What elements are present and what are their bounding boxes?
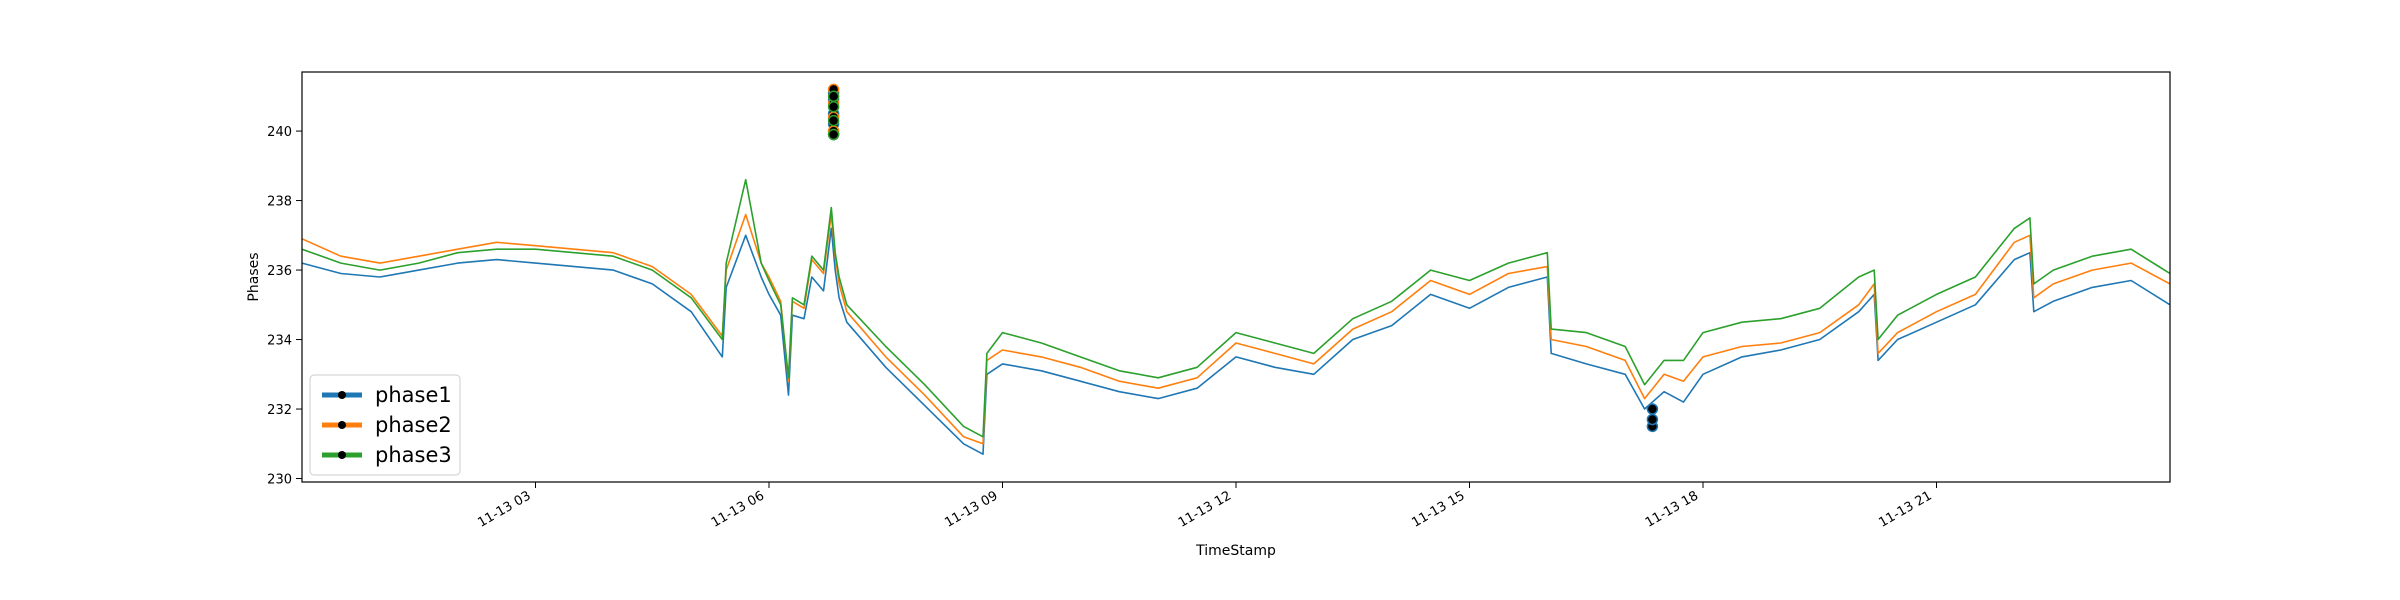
x-tick-label: 11-13 06 (709, 488, 767, 530)
anomaly-point-phase1 (1646, 403, 1659, 415)
y-tick-label: 238 (267, 195, 292, 210)
y-tick-label: 230 (267, 473, 292, 488)
anomaly-point-phase3 (827, 100, 840, 113)
x-tick-label: 11-13 18 (1643, 488, 1701, 530)
anomaly-point-phase3 (827, 90, 840, 103)
y-tick-label: 240 (267, 125, 292, 140)
x-tick-label: 11-13 09 (942, 488, 1000, 530)
legend: phase1 phase2 phase3 (309, 374, 461, 476)
legend-label-phase3: phase3 (375, 443, 452, 467)
y-tick-label: 234 (267, 334, 292, 349)
legend-marker-phase2 (338, 421, 346, 429)
x-tick-label: 11-13 03 (475, 488, 533, 530)
anomaly-layer (827, 83, 1659, 433)
plot-area-frame (301, 71, 2171, 483)
x-axis-label: TimeStamp (1195, 543, 1276, 559)
legend-box (309, 374, 461, 476)
anomaly-point-phase3 (827, 128, 840, 141)
y-tick-label: 236 (267, 264, 292, 279)
series-line-phase3 (301, 178, 2171, 438)
anomaly-point-phase3 (827, 114, 840, 127)
x-tick-label: 11-13 12 (1176, 488, 1234, 530)
legend-marker-phase1 (338, 391, 346, 399)
x-tick-label: 11-13 15 (1409, 488, 1467, 530)
anomaly-point-phase1 (1646, 413, 1659, 426)
legend-marker-phase3 (338, 451, 346, 459)
legend-label-phase2: phase2 (375, 413, 452, 437)
x-tick-label: 11-13 21 (1876, 488, 1934, 530)
series-line-phase1 (301, 227, 2171, 455)
y-tick-label: 232 (267, 403, 292, 418)
series-line-phase2 (301, 213, 2171, 445)
y-axis-label: Phases (246, 252, 262, 301)
legend-label-phase1: phase1 (375, 383, 452, 407)
axes-layer: 230 232 234 236 238 240 11-13 03 11-13 06 11-13 … (267, 125, 1937, 531)
series-layer (301, 178, 2171, 455)
